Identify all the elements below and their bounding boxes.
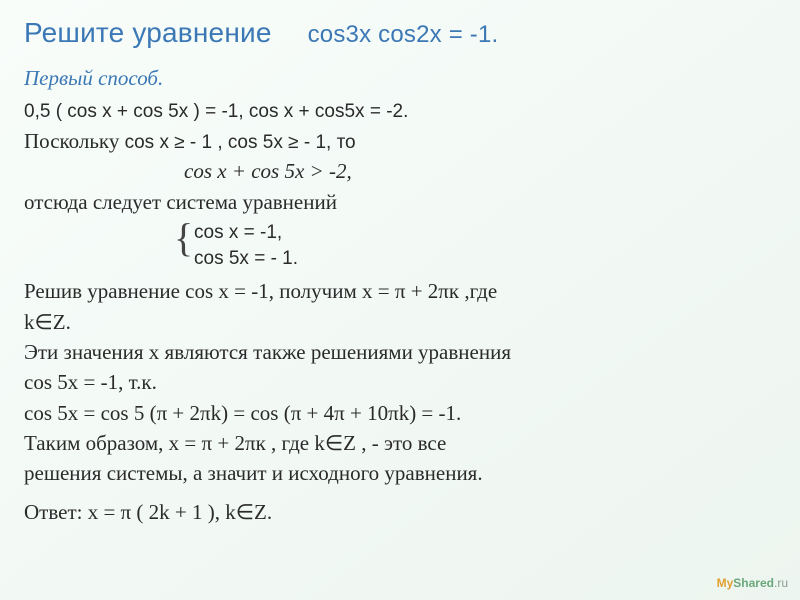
bound-sum: cos x + cos 5x > -2, [184, 159, 352, 183]
method-label: Первый способ. [24, 64, 776, 92]
also1: Эти значения x являются также решениями … [24, 338, 776, 366]
bound-sum-line: cos x + cos 5x > -2, [24, 157, 776, 185]
bound-line: Поскольку cos x ≥ - 1 , cos 5x ≥ - 1, то [24, 127, 776, 156]
logo-shared: Shared [733, 576, 774, 590]
thus1: Таким образом, x = π + 2πк , где k∈Z , -… [24, 429, 776, 457]
solve1b: k∈Z. [24, 308, 776, 336]
bound-prefix: Поскольку [24, 129, 125, 153]
cos5-expand: cos 5x = cos 5 (π + 2πk) = cos (π + 4π +… [24, 399, 776, 427]
transform-eq: 0,5 ( cos x + cos 5x ) = -1, cos x + cos… [24, 101, 408, 122]
logo-suffix: .ru [774, 576, 788, 590]
title-label: Решите уравнение [24, 17, 272, 48]
title-equation: cos3x cos2x = -1. [308, 21, 499, 48]
system-eq1: cos x = -1, [194, 220, 776, 246]
logo-my: My [717, 576, 734, 590]
transform-line: 0,5 ( cos x + cos 5x ) = -1, cos x + cos… [24, 96, 776, 125]
brace-icon: { [174, 218, 193, 258]
answer-line: Ответ: x = π ( 2k + 1 ), k∈Z. [24, 498, 776, 526]
hence-line: отсюда следует система уравнений [24, 188, 776, 216]
equation-system: { cos x = -1, cos 5x = - 1. [24, 220, 776, 271]
also2: cos 5x = -1, т.к. [24, 368, 776, 396]
watermark-logo: MyShared.ru [717, 576, 788, 590]
bound-ineq: cos x ≥ - 1 , cos 5x ≥ - 1, то [125, 132, 356, 153]
solve1a: Решив уравнение cos x = -1, получим x = … [24, 277, 776, 305]
slide-title: Решите уравнение cos3x cos2x = -1. [24, 14, 776, 52]
system-eq2: cos 5x = - 1. [194, 246, 776, 272]
thus2: решения системы, а значит и исходного ур… [24, 459, 776, 487]
